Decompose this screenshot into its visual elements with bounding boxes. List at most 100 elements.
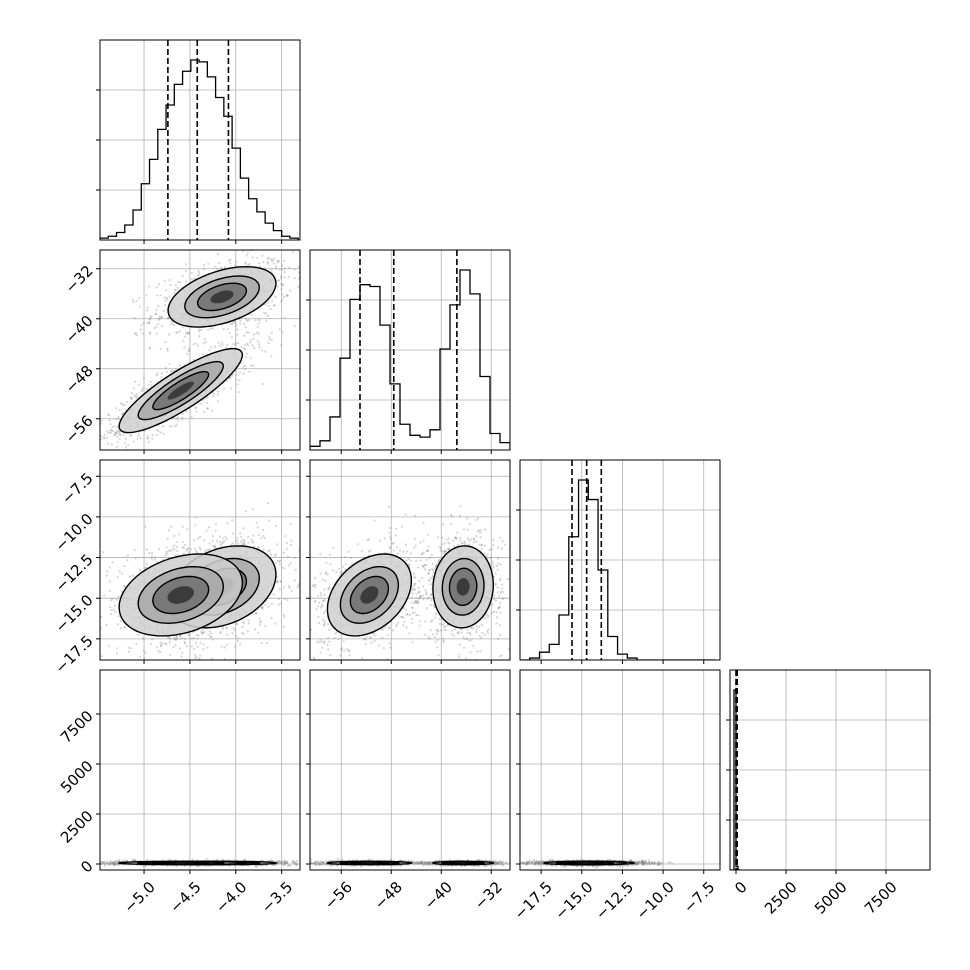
scatter-point [237, 542, 240, 545]
scatter-point [357, 664, 359, 666]
scatter-point [247, 319, 250, 322]
scatter-point [499, 577, 502, 580]
scatter-point [306, 646, 308, 648]
scatter-point [198, 271, 201, 274]
scatter-point [264, 350, 267, 353]
scatter-point [433, 635, 437, 638]
scatter-point [321, 618, 324, 621]
scatter-point [163, 642, 166, 645]
scatter-point [170, 666, 172, 668]
scatter-point [429, 583, 432, 586]
scatter-point [389, 546, 392, 550]
scatter-point [190, 272, 193, 275]
scatter-point [157, 318, 160, 321]
scatter-point [466, 631, 469, 635]
scatter-point [448, 542, 451, 545]
scatter-point [220, 542, 224, 545]
scatter-point [468, 639, 471, 642]
scatter-point [169, 638, 172, 641]
scatter-point [293, 579, 296, 582]
scatter-point [208, 630, 211, 633]
scatter-point [164, 304, 167, 307]
scatter-point [231, 542, 234, 545]
scatter-point [391, 629, 395, 632]
scatter-point [448, 548, 451, 551]
scatter-point [257, 332, 260, 335]
scatter-point [252, 545, 256, 548]
scatter-point [208, 349, 211, 352]
scatter-point [190, 547, 193, 551]
density-contour [210, 290, 234, 304]
scatter-point [279, 275, 283, 278]
scatter-point [404, 608, 408, 612]
scatter-point [218, 540, 221, 544]
scatter-point [283, 615, 286, 618]
scatter-point [337, 567, 340, 570]
scatter-point [491, 603, 494, 606]
scatter-point [155, 325, 158, 328]
scatter-point [466, 537, 470, 540]
scatter-point [103, 433, 106, 436]
scatter-point [257, 546, 260, 549]
scatter-point [239, 540, 243, 544]
scatter-point [100, 615, 103, 619]
scatter-point [498, 634, 502, 637]
scatter-point [149, 642, 152, 646]
scatter-point [214, 665, 216, 667]
scatter-point [170, 525, 173, 528]
scatter-point [219, 543, 222, 546]
scatter-point [213, 345, 217, 348]
scatter-point [147, 437, 150, 440]
scatter-point [239, 322, 242, 325]
scatter-point [485, 613, 488, 616]
scatter-point [235, 539, 238, 543]
scatter-point [288, 245, 290, 247]
scatter-point [210, 346, 213, 349]
scatter-point [151, 433, 154, 437]
scatter-point [113, 434, 116, 437]
scatter-point [90, 449, 92, 451]
scatter-point [283, 316, 286, 319]
scatter-point [261, 254, 264, 257]
scatter-point [173, 636, 176, 639]
scatter-point [462, 636, 465, 639]
scatter-point [273, 257, 276, 260]
scatter-point [115, 647, 119, 650]
scatter-point [208, 526, 211, 529]
scatter-point [176, 331, 179, 334]
panel-content [100, 40, 299, 240]
scatter-point [277, 259, 280, 262]
y-tick-label: −48 [62, 362, 97, 397]
scatter-point [460, 631, 464, 634]
scatter-point [417, 566, 420, 569]
scatter-point [266, 502, 270, 505]
scatter-point [486, 632, 490, 635]
scatter-point [205, 407, 208, 410]
scatter-point [439, 629, 442, 632]
scatter-point [457, 631, 461, 634]
scatter-point [266, 549, 270, 553]
scatter-point [137, 633, 140, 637]
scatter-point [243, 347, 246, 350]
scatter-point [155, 433, 158, 437]
scatter-point [188, 350, 191, 353]
scatter-point [426, 549, 429, 552]
scatter-point [279, 283, 282, 286]
scatter-point [269, 307, 272, 311]
scatter-point [507, 648, 510, 651]
scatter-point [495, 611, 498, 614]
scatter-point [234, 343, 237, 347]
scatter-point [103, 437, 106, 440]
scatter-point [263, 311, 266, 314]
scatter-point [447, 547, 450, 550]
scatter-point [444, 550, 447, 553]
scatter-point [500, 654, 503, 657]
scatter-point [381, 627, 384, 630]
scatter-point [458, 643, 462, 646]
scatter-point [274, 554, 277, 557]
scatter-point [227, 259, 231, 262]
scatter-point [228, 377, 231, 380]
scatter-point [186, 528, 189, 531]
scatter-point [84, 444, 86, 446]
scatter-point [241, 631, 244, 635]
